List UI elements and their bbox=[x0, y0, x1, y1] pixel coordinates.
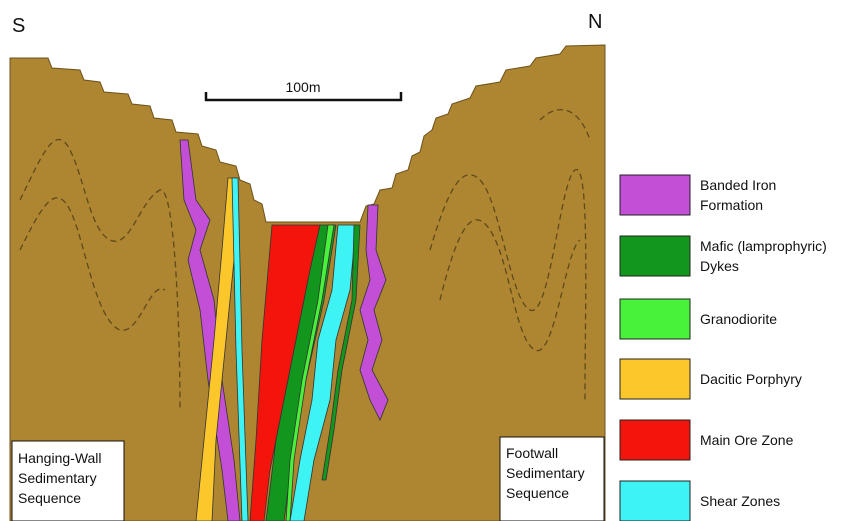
section-label: Footwall bbox=[506, 445, 558, 461]
cross-section: 100m S N Hanging-Wall Sedimentary Sequence… bbox=[0, 0, 859, 521]
legend-swatch bbox=[620, 299, 690, 339]
section-label: Sequence bbox=[18, 490, 81, 506]
south-label: S bbox=[12, 15, 25, 37]
legend-swatch bbox=[620, 236, 690, 276]
legend-swatch bbox=[620, 481, 690, 521]
legend-label: Banded Iron bbox=[700, 177, 776, 193]
legend-swatch bbox=[620, 359, 690, 399]
legend-swatch bbox=[620, 175, 690, 215]
section-label: Sedimentary bbox=[18, 470, 97, 486]
north-label: N bbox=[588, 11, 602, 33]
legend-swatch bbox=[620, 420, 690, 460]
section-label: Sedimentary bbox=[506, 465, 585, 481]
legend-label: Dacitic Porphyry bbox=[700, 371, 802, 387]
legend-label: Main Ore Zone bbox=[700, 432, 794, 448]
legend-label: Dykes bbox=[700, 258, 739, 274]
scale-label: 100m bbox=[285, 79, 320, 95]
section-label: Hanging-Wall bbox=[18, 450, 102, 466]
legend-label: Formation bbox=[700, 197, 763, 213]
legend-label: Shear Zones bbox=[700, 493, 780, 509]
legend-label: Mafic (lamprophyric) bbox=[700, 238, 827, 254]
section-label: Sequence bbox=[506, 485, 569, 501]
legend-label: Granodiorite bbox=[700, 311, 777, 327]
